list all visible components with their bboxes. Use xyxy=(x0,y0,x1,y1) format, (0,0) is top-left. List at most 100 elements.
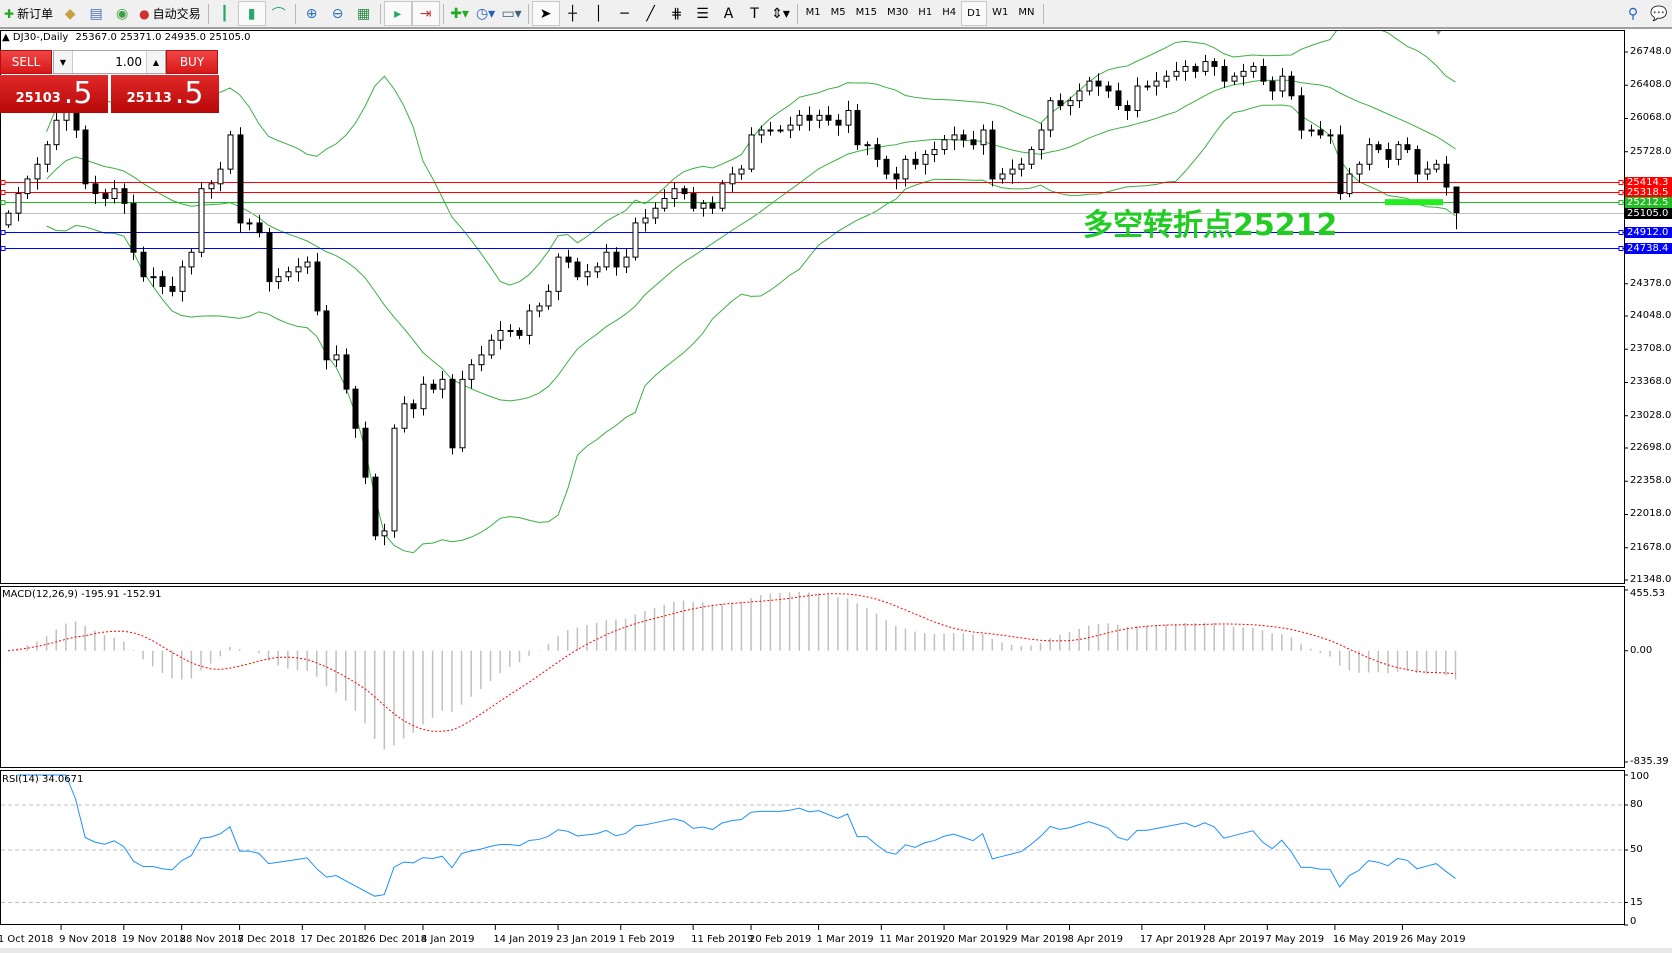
arrows-button[interactable]: ⇕▾ xyxy=(768,2,794,25)
candlestick-button[interactable]: ▮ xyxy=(237,1,266,26)
candle xyxy=(430,379,437,394)
line-chart-button[interactable]: ⌒ xyxy=(266,2,292,25)
candle xyxy=(787,116,794,139)
candle-body xyxy=(613,251,620,268)
price-tick-label: 24378.0 xyxy=(1630,277,1672,289)
tile-windows-button[interactable]: ▦ xyxy=(351,2,377,25)
date-label: 26 Dec 2018 xyxy=(363,934,427,945)
templates-button[interactable]: ▭▾ xyxy=(499,2,525,25)
candle-body xyxy=(275,276,282,283)
candle xyxy=(1260,58,1267,86)
market-watch-button[interactable]: ▤ xyxy=(83,2,109,25)
timeframe-m30[interactable]: M30 xyxy=(886,7,909,18)
chat-button[interactable]: 💬 xyxy=(1646,2,1672,25)
text-label-button[interactable]: T xyxy=(742,2,768,25)
separator xyxy=(294,3,296,24)
candle xyxy=(758,125,765,144)
buy-button[interactable]: BUY xyxy=(166,50,218,74)
candle xyxy=(1211,58,1218,76)
indicators-button[interactable]: ✚▾ xyxy=(447,2,473,25)
candle xyxy=(439,371,446,399)
candle-body xyxy=(150,276,157,279)
text-button[interactable]: A xyxy=(716,2,742,25)
timeframe-h1[interactable]: H1 xyxy=(918,7,933,18)
main-chart-frame xyxy=(0,30,1625,584)
auto-trading-button[interactable]: ● 自动交易 xyxy=(139,6,201,22)
candle xyxy=(159,270,166,295)
volume-input[interactable]: 1.00 xyxy=(72,51,147,73)
horizontal-line-button[interactable]: ─ xyxy=(612,2,638,25)
date-label: 7 May 2019 xyxy=(1265,934,1325,945)
chart-shift-button[interactable]: ▸ xyxy=(383,1,412,26)
buy-price[interactable]: 25113.5 xyxy=(111,75,219,113)
candle xyxy=(661,189,668,212)
chart-header: ▲ DJ30-,Daily 25367.0 25371.0 24935.0 25… xyxy=(2,32,251,43)
price-level-tag: 24738.4 xyxy=(1625,243,1672,254)
candle xyxy=(1443,156,1450,196)
candle xyxy=(459,370,466,452)
candle-body xyxy=(1453,186,1460,214)
price-tick-label: 23368.0 xyxy=(1630,376,1672,388)
candle-body xyxy=(1163,75,1170,82)
candle xyxy=(169,276,176,297)
candle-body xyxy=(999,173,1006,180)
candle xyxy=(816,109,823,129)
cursor-button[interactable]: ➤ xyxy=(531,1,560,26)
level-handle-left xyxy=(0,180,6,185)
timeframe-mn[interactable]: MN xyxy=(1018,7,1035,18)
search-button[interactable]: ⚲ xyxy=(1620,2,1646,25)
cursor-icon: ➤ xyxy=(539,5,552,22)
trendline-button[interactable]: ╱ xyxy=(638,2,664,25)
candle xyxy=(845,100,852,134)
fibo-levels-button[interactable]: ☰ xyxy=(690,2,716,25)
candle xyxy=(401,396,408,433)
volume-decrease-button[interactable]: ▼ xyxy=(59,57,67,67)
timeframe-w1[interactable]: W1 xyxy=(992,7,1009,18)
candle-body xyxy=(1366,144,1373,165)
bar-chart-button[interactable]: ┃ xyxy=(212,2,238,25)
candle-body xyxy=(700,202,707,209)
price-tick-label: 21348.0 xyxy=(1630,574,1672,585)
candle-body xyxy=(1018,163,1025,170)
candle-body xyxy=(1221,65,1228,82)
timeframe-m1[interactable]: M1 xyxy=(805,7,821,18)
volume-field[interactable]: ▼ 1.00 ▲ xyxy=(53,50,166,74)
candle xyxy=(256,214,263,238)
strategy-tester-button[interactable]: ◆ xyxy=(57,2,83,25)
candle xyxy=(941,135,948,155)
timeframe-h4[interactable]: H4 xyxy=(942,7,957,18)
candle-body xyxy=(295,266,302,273)
crosshair-button[interactable]: ┼ xyxy=(560,2,586,25)
timeframe-m15[interactable]: M15 xyxy=(855,7,877,18)
level-handle-left xyxy=(0,230,6,235)
candle-body xyxy=(208,183,215,190)
candle-body xyxy=(574,261,581,278)
candle xyxy=(584,263,591,286)
new-order-button[interactable]: ✚ 新订单 xyxy=(4,6,54,22)
candle-body xyxy=(1038,129,1045,151)
zoom-out-button[interactable]: ⊖ xyxy=(325,2,351,25)
timeframe-d1[interactable]: D1 xyxy=(961,1,988,26)
candle-body xyxy=(391,427,398,532)
rsi-tick-label: 50 xyxy=(1630,844,1643,855)
candle-body xyxy=(1414,149,1421,175)
text-icon: A xyxy=(723,5,734,22)
volume-increase-button[interactable]: ▲ xyxy=(152,57,160,67)
zoom-in-button[interactable]: ⊕ xyxy=(299,2,325,25)
sell-price[interactable]: 25103.5 xyxy=(0,75,108,113)
signals-button[interactable]: ◉ xyxy=(109,2,135,25)
candle-body xyxy=(1279,75,1286,92)
timeframe-m5[interactable]: M5 xyxy=(830,7,846,18)
candle-body xyxy=(729,173,736,185)
autoscroll-button[interactable]: ⇥ xyxy=(411,1,440,26)
collapse-triangle-icon[interactable]: ▲ xyxy=(2,32,10,43)
candle xyxy=(709,196,716,215)
candle xyxy=(34,157,41,190)
vertical-line-button[interactable]: │ xyxy=(586,2,612,25)
fibonacci-button[interactable]: ⋕ xyxy=(664,2,690,25)
periods-button[interactable]: ◷▾ xyxy=(473,2,499,25)
line-chart-icon: ⌒ xyxy=(271,6,286,23)
sell-button[interactable]: SELL xyxy=(0,50,52,74)
price-tick-label: 26068.0 xyxy=(1630,112,1672,124)
